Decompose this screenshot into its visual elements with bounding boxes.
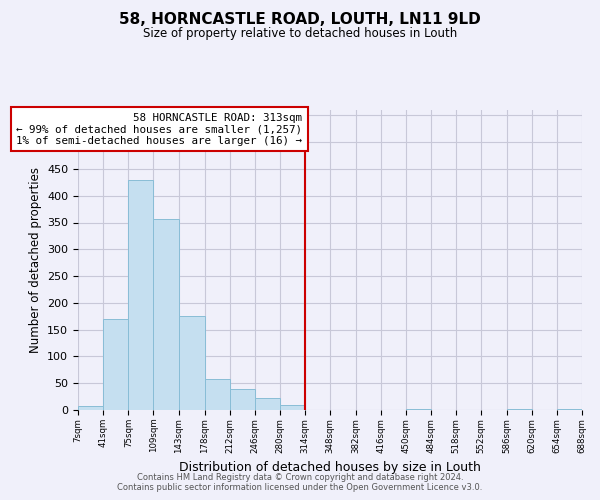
Text: Contains public sector information licensed under the Open Government Licence v3: Contains public sector information licen… bbox=[118, 484, 482, 492]
Text: Contains HM Land Registry data © Crown copyright and database right 2024.: Contains HM Land Registry data © Crown c… bbox=[137, 474, 463, 482]
X-axis label: Distribution of detached houses by size in Louth: Distribution of detached houses by size … bbox=[179, 461, 481, 474]
Bar bbox=[78, 406, 103, 410]
Bar bbox=[230, 388, 255, 410]
Bar bbox=[103, 319, 128, 410]
Bar bbox=[128, 180, 154, 410]
Bar bbox=[280, 404, 305, 410]
Bar bbox=[406, 409, 431, 410]
Y-axis label: Number of detached properties: Number of detached properties bbox=[29, 167, 41, 353]
Text: 58, HORNCASTLE ROAD, LOUTH, LN11 9LD: 58, HORNCASTLE ROAD, LOUTH, LN11 9LD bbox=[119, 12, 481, 28]
Bar bbox=[179, 316, 205, 410]
Bar bbox=[205, 380, 230, 410]
Text: 58 HORNCASTLE ROAD: 313sqm
← 99% of detached houses are smaller (1,257)
1% of se: 58 HORNCASTLE ROAD: 313sqm ← 99% of deta… bbox=[16, 112, 302, 146]
Bar bbox=[255, 398, 280, 410]
Text: Size of property relative to detached houses in Louth: Size of property relative to detached ho… bbox=[143, 28, 457, 40]
Bar bbox=[154, 219, 179, 410]
